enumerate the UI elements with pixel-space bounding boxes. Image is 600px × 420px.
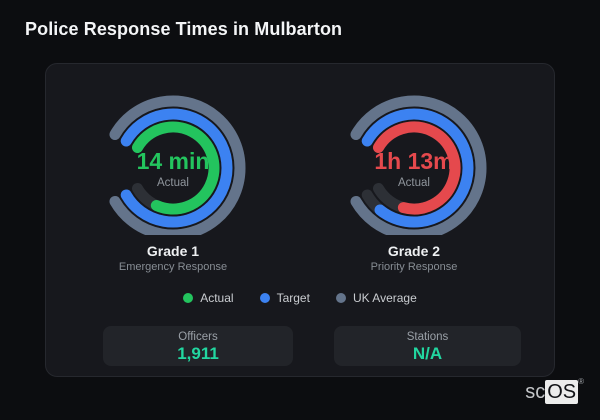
grade-1-radial-gauge: 14 min Actual	[88, 83, 258, 235]
grade-2-radial-gauge: 1h 13m Actual	[329, 83, 499, 235]
stations-stat-label: Stations	[406, 330, 449, 343]
gauge-grade-1: 14 min Actual Grade 1 Emergency Response	[88, 83, 258, 273]
gauge-1-subtitle: Emergency Response	[118, 261, 228, 273]
officers-stat-box: Officers 1,911	[103, 326, 293, 366]
actual-legend-dot-icon	[183, 293, 194, 303]
legend-item-target[interactable]: Target	[259, 291, 310, 305]
stations-stat-box: Stations N/A	[334, 326, 521, 366]
svg-text:Actual: Actual	[398, 177, 430, 189]
scos-logo-prefix: sc	[525, 381, 546, 403]
legend-item-uk-average[interactable]: UK Average	[335, 291, 417, 305]
legend-label: Actual	[200, 291, 234, 305]
response-times-card: 14 min Actual Grade 1 Emergency Response …	[45, 63, 555, 377]
legend-label: UK Average	[352, 291, 417, 305]
target-legend-dot-icon	[259, 293, 270, 303]
stations-stat-value: N/A	[412, 343, 443, 363]
scos-logo: sc OS ®	[525, 377, 584, 404]
page-title: Police Response Times in Mulbarton	[25, 19, 343, 39]
svg-text:Actual: Actual	[157, 177, 189, 189]
officers-stat-label: Officers	[178, 330, 218, 343]
gauge-2-subtitle: Priority Response	[370, 261, 458, 273]
officers-stat-value: 1,911	[177, 343, 219, 363]
uk-average-legend-dot-icon	[335, 293, 346, 303]
gauge-grade-2: 1h 13m Actual Grade 2 Priority Response	[329, 83, 499, 273]
svg-text:14 min: 14 min	[137, 148, 210, 174]
registered-trademark-icon: ®	[578, 377, 584, 386]
gauge-1-title: Grade 1	[146, 243, 200, 259]
gauge-2-title: Grade 2	[387, 243, 441, 259]
legend-label: Target	[276, 291, 310, 305]
chart-legend: Actual Target UK Average	[46, 291, 554, 305]
svg-text:1h 13m: 1h 13m	[374, 148, 453, 174]
legend-item-actual[interactable]: Actual	[183, 291, 234, 305]
scos-logo-box: OS	[545, 380, 579, 404]
